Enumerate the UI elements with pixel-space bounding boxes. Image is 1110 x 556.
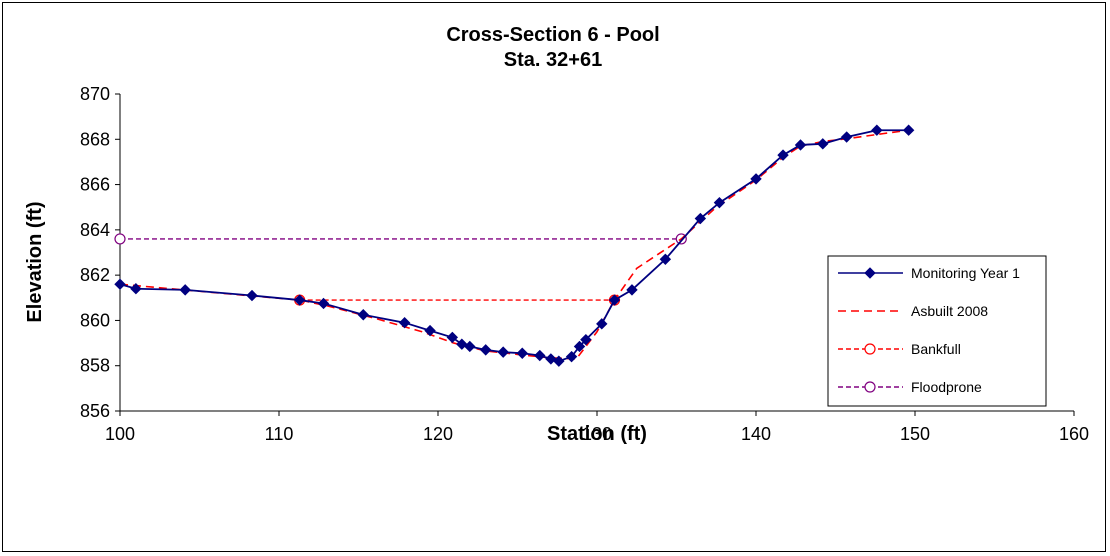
- series-layer: [114, 124, 915, 367]
- legend-label: Monitoring Year 1: [911, 265, 1020, 281]
- series-floodprone: [114, 233, 687, 245]
- x-tick-label: 140: [741, 424, 771, 444]
- legend-marker: [864, 381, 876, 393]
- x-tick-label: 160: [1059, 424, 1089, 444]
- legend-label: Asbuilt 2008: [911, 303, 988, 319]
- y-tick-label: 856: [80, 401, 110, 421]
- data-point: [179, 284, 191, 296]
- x-tick-label: 130: [582, 424, 612, 444]
- y-tick-label: 864: [80, 220, 110, 240]
- series-line: [119, 129, 909, 363]
- data-point: [565, 350, 578, 363]
- data-point: [580, 333, 592, 346]
- data-point: [596, 318, 608, 330]
- legend-entry: Asbuilt 2008: [838, 303, 988, 319]
- y-tick-label: 862: [80, 265, 110, 285]
- data-point: [317, 297, 330, 310]
- legend-entry: Monitoring Year 1: [838, 265, 1020, 281]
- chart-subtitle: Sta. 32+61: [504, 49, 602, 71]
- data-point: [114, 278, 126, 290]
- data-point: [659, 253, 672, 265]
- data-point: [694, 212, 707, 225]
- data-point: [516, 347, 528, 359]
- legend-box: [827, 255, 1047, 407]
- legend: Monitoring Year 1 Asbuilt 2008 Bankfull Flo…: [827, 255, 1047, 407]
- data-point: [446, 331, 459, 344]
- x-tick-label: 120: [423, 424, 453, 444]
- data-point: [293, 294, 306, 306]
- x-tick-label: 150: [900, 424, 930, 444]
- data-point: [114, 233, 126, 245]
- data-point: [626, 284, 638, 296]
- y-tick-label: 858: [80, 356, 110, 376]
- data-point: [398, 316, 411, 329]
- data-point: [424, 324, 436, 337]
- series-line: [119, 129, 909, 360]
- axes: 856 858 860 862 864 866 868 870 100 110 120 130 140 1…: [80, 84, 1089, 444]
- data-point: [479, 344, 492, 356]
- legend-label: Bankfull: [911, 341, 961, 357]
- data-point: [840, 131, 853, 143]
- legend-marker: [864, 267, 876, 279]
- y-tick-label: 868: [80, 129, 110, 149]
- y-tick-label: 866: [80, 175, 110, 195]
- legend-label: Floodprone: [911, 379, 982, 395]
- y-tick-label: 870: [80, 84, 110, 104]
- series-monitoring-year-1: [114, 124, 915, 367]
- series-bankfull: [294, 294, 621, 306]
- data-point: [817, 138, 829, 150]
- legend-marker: [864, 343, 876, 355]
- data-point: [713, 196, 726, 209]
- x-tick-label: 110: [265, 424, 294, 444]
- y-axis-title: Elevation (ft): [24, 201, 46, 322]
- legend-entry: Bankfull: [838, 341, 961, 357]
- chart-title: Cross-Section 6 - Pool: [446, 24, 659, 46]
- data-point: [871, 124, 883, 136]
- x-axis-title: Station (ft): [547, 423, 647, 445]
- data-point: [794, 139, 807, 151]
- data-point: [534, 349, 546, 362]
- legend-entry: Floodprone: [838, 379, 982, 395]
- x-tick-label: 100: [105, 424, 135, 444]
- y-tick-label: 860: [80, 310, 110, 330]
- data-point: [246, 289, 258, 302]
- series-asbuilt-2008: [119, 129, 909, 360]
- data-point: [497, 346, 509, 358]
- data-point: [750, 173, 762, 185]
- data-point: [553, 355, 565, 367]
- data-point: [573, 340, 586, 353]
- data-point: [464, 340, 476, 353]
- data-point: [130, 283, 142, 295]
- data-point: [357, 309, 369, 321]
- data-point: [777, 149, 789, 161]
- data-point: [608, 294, 621, 306]
- data-point: [902, 124, 915, 136]
